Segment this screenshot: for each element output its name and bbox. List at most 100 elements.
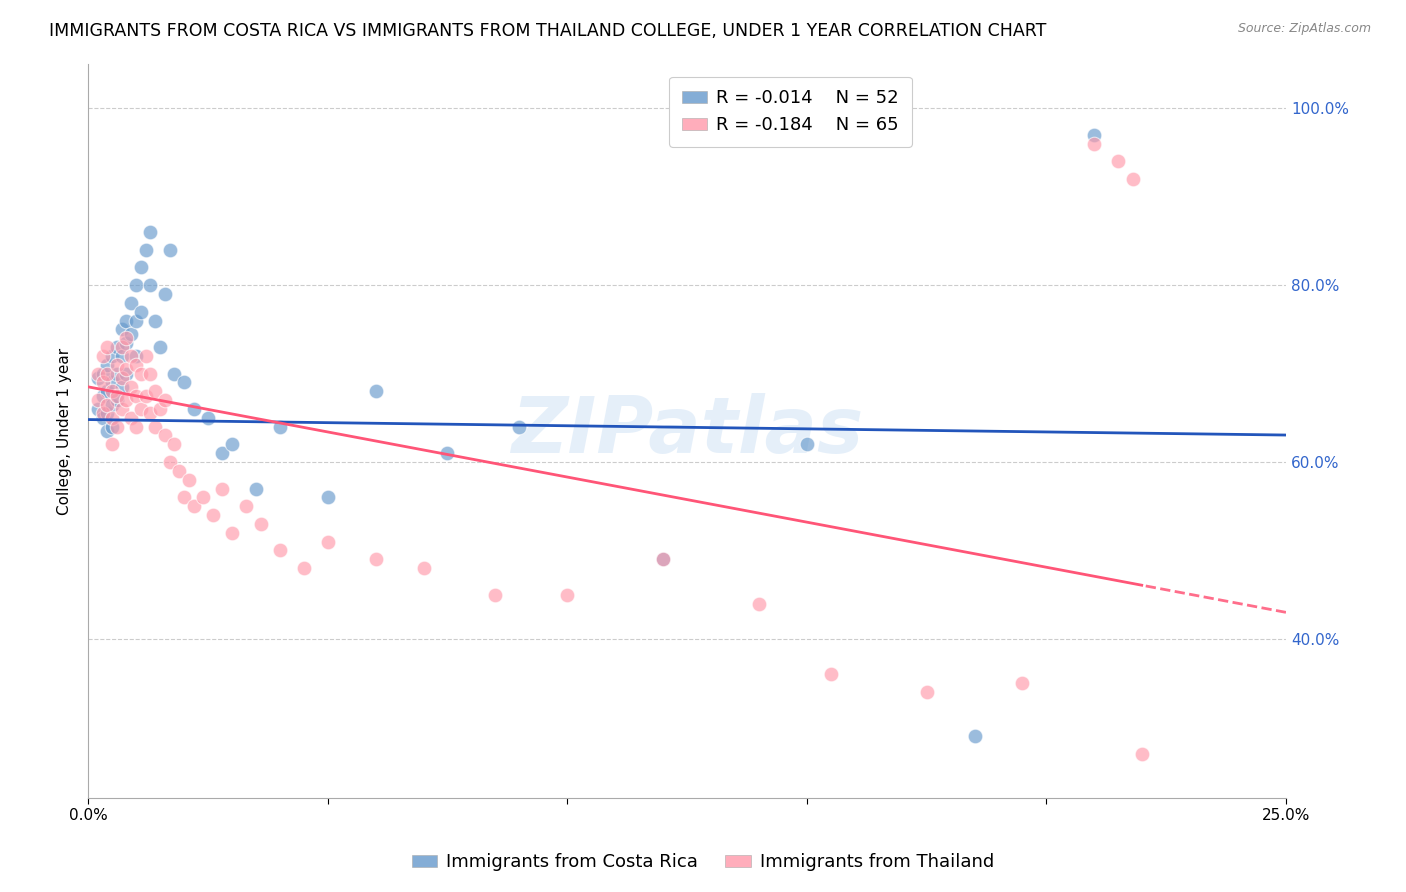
Point xyxy=(143,384,166,399)
Point xyxy=(163,367,186,381)
Point xyxy=(87,401,110,416)
Point xyxy=(652,552,675,566)
Point xyxy=(96,406,118,420)
Point xyxy=(125,389,148,403)
Point xyxy=(796,437,818,451)
Point xyxy=(748,597,770,611)
Point xyxy=(87,367,110,381)
Point xyxy=(316,534,339,549)
Point xyxy=(125,419,148,434)
Point xyxy=(139,367,162,381)
Point xyxy=(96,340,118,354)
Point xyxy=(101,349,124,363)
Point xyxy=(1130,747,1153,761)
Point xyxy=(167,464,190,478)
Point xyxy=(211,446,233,460)
Point xyxy=(91,389,114,403)
Point xyxy=(115,313,138,327)
Point xyxy=(221,525,243,540)
Point xyxy=(245,482,267,496)
Point xyxy=(183,500,205,514)
Point xyxy=(101,410,124,425)
Point xyxy=(163,437,186,451)
Point xyxy=(153,287,176,301)
Point xyxy=(105,393,128,408)
Point xyxy=(129,260,152,275)
Point xyxy=(364,552,387,566)
Point xyxy=(87,371,110,385)
Point xyxy=(101,419,124,434)
Point xyxy=(115,362,138,376)
Point xyxy=(91,406,114,420)
Point xyxy=(269,543,291,558)
Point xyxy=(105,340,128,354)
Point xyxy=(101,376,124,390)
Point xyxy=(820,667,842,681)
Point xyxy=(652,552,675,566)
Point xyxy=(96,358,118,372)
Point xyxy=(111,340,134,354)
Point xyxy=(111,371,134,385)
Point xyxy=(120,410,142,425)
Text: ZIPatlas: ZIPatlas xyxy=(510,393,863,469)
Point xyxy=(153,428,176,442)
Point xyxy=(135,349,157,363)
Point xyxy=(149,401,172,416)
Point xyxy=(129,304,152,318)
Point xyxy=(125,358,148,372)
Point xyxy=(292,561,315,575)
Point xyxy=(484,588,506,602)
Point xyxy=(115,331,138,345)
Point xyxy=(105,389,128,403)
Point xyxy=(120,326,142,341)
Point xyxy=(159,455,181,469)
Point xyxy=(915,685,938,699)
Point xyxy=(105,419,128,434)
Point xyxy=(120,295,142,310)
Point xyxy=(235,500,257,514)
Point xyxy=(364,384,387,399)
Point xyxy=(1107,154,1129,169)
Point xyxy=(191,491,214,505)
Point xyxy=(555,588,578,602)
Point xyxy=(115,335,138,350)
Point xyxy=(120,349,142,363)
Point xyxy=(159,243,181,257)
Point xyxy=(149,340,172,354)
Point xyxy=(1083,128,1105,142)
Point xyxy=(111,349,134,363)
Point xyxy=(115,393,138,408)
Y-axis label: College, Under 1 year: College, Under 1 year xyxy=(58,348,72,515)
Point xyxy=(125,313,148,327)
Point xyxy=(1011,676,1033,690)
Point xyxy=(135,243,157,257)
Point xyxy=(96,384,118,399)
Point xyxy=(125,278,148,293)
Point xyxy=(111,380,134,394)
Point xyxy=(139,278,162,293)
Point xyxy=(269,419,291,434)
Point xyxy=(221,437,243,451)
Point xyxy=(183,401,205,416)
Point xyxy=(125,349,148,363)
Point xyxy=(197,410,219,425)
Point xyxy=(91,376,114,390)
Point xyxy=(120,380,142,394)
Point xyxy=(139,225,162,239)
Point xyxy=(101,384,124,399)
Point xyxy=(177,473,200,487)
Point xyxy=(91,410,114,425)
Point xyxy=(111,401,134,416)
Point xyxy=(91,349,114,363)
Point xyxy=(412,561,434,575)
Point xyxy=(1083,136,1105,151)
Point xyxy=(316,491,339,505)
Point xyxy=(143,419,166,434)
Point xyxy=(96,367,118,381)
Point xyxy=(211,482,233,496)
Point xyxy=(111,322,134,336)
Point xyxy=(115,367,138,381)
Point xyxy=(249,516,271,531)
Point xyxy=(143,313,166,327)
Point xyxy=(135,389,157,403)
